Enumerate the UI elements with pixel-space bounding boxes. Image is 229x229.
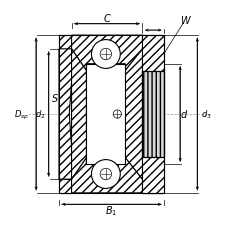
Polygon shape	[71, 50, 86, 179]
Polygon shape	[59, 50, 74, 179]
Bar	[142, 71, 164, 158]
Circle shape	[100, 49, 111, 60]
Polygon shape	[71, 158, 142, 193]
Text: d$_2$: d$_2$	[35, 108, 46, 121]
Text: d$_3$: d$_3$	[200, 108, 211, 121]
Polygon shape	[71, 36, 142, 71]
Polygon shape	[59, 179, 71, 193]
Polygon shape	[139, 50, 161, 179]
Polygon shape	[125, 50, 142, 179]
Circle shape	[91, 40, 120, 69]
Text: S: S	[52, 94, 58, 104]
Polygon shape	[142, 36, 164, 193]
Polygon shape	[142, 36, 161, 50]
Text: B: B	[101, 123, 108, 133]
Text: D$_{sp}$: D$_{sp}$	[14, 108, 29, 121]
Text: C: C	[103, 14, 110, 24]
Text: W: W	[179, 16, 189, 26]
Polygon shape	[59, 36, 71, 50]
Text: d: d	[180, 109, 186, 120]
Bar	[86, 64, 125, 165]
Circle shape	[113, 110, 121, 119]
Circle shape	[100, 169, 111, 180]
Bar	[142, 71, 164, 158]
Text: B$_1$: B$_1$	[105, 203, 117, 217]
Polygon shape	[142, 179, 161, 193]
Circle shape	[91, 160, 120, 189]
